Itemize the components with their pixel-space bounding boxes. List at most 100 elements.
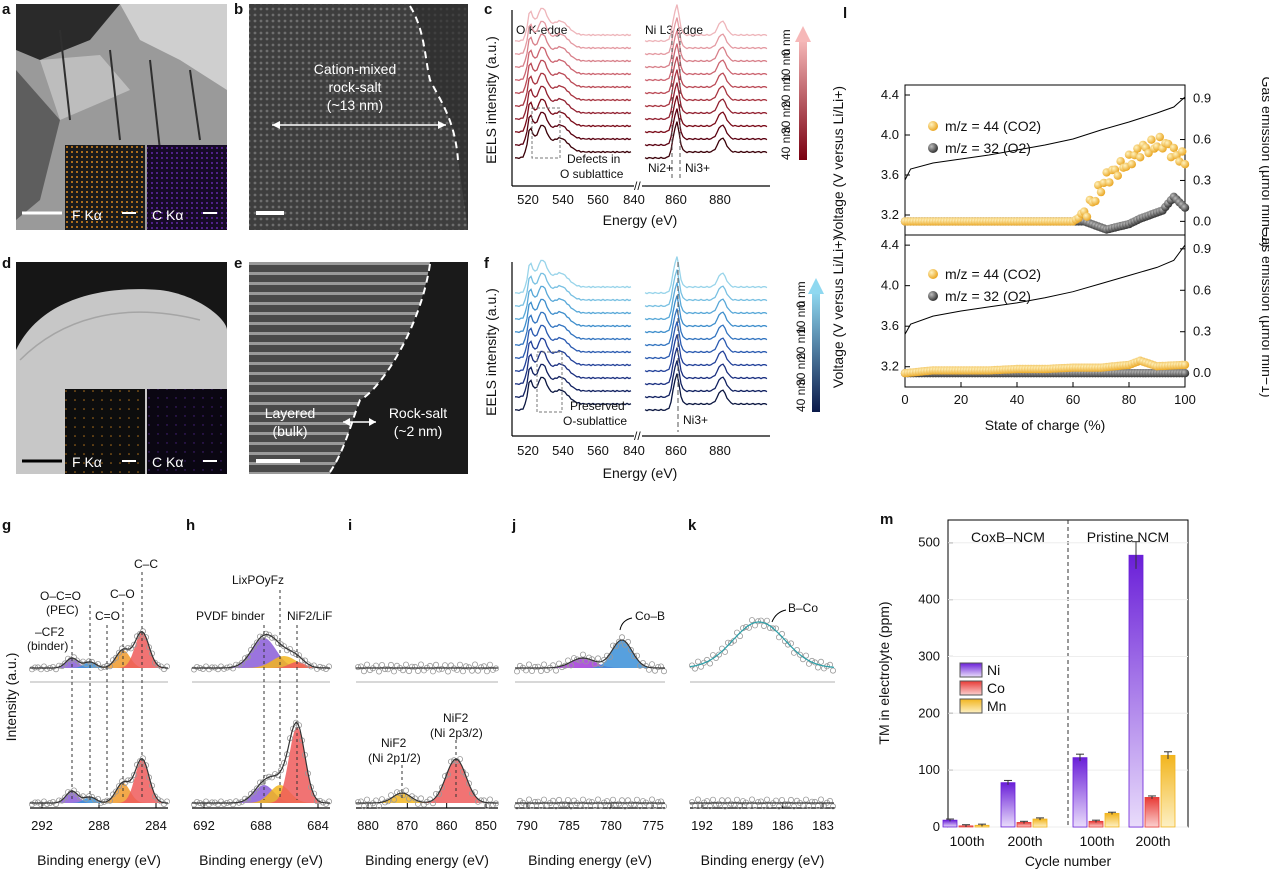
spectrum-line	[644, 17, 768, 56]
panel-label-g: g	[2, 517, 11, 534]
spectrum-line	[644, 373, 768, 412]
data-point	[815, 664, 822, 671]
data-point	[776, 803, 783, 810]
data-point	[253, 785, 260, 792]
data-point	[625, 797, 632, 804]
depth-label: 10 nm	[794, 301, 808, 334]
data-point	[408, 663, 415, 670]
annotation-line: Ni2+	[648, 161, 673, 175]
tick-label: 692	[193, 818, 215, 833]
data-point	[71, 654, 78, 661]
data-point	[357, 798, 364, 805]
depth-arrow	[799, 40, 807, 160]
data-point	[316, 797, 323, 804]
data-point	[62, 660, 69, 667]
peak-label: (Ni 2p3/2)	[430, 726, 483, 740]
data-point	[62, 794, 69, 801]
data-point	[637, 803, 644, 810]
data-point	[116, 783, 123, 790]
data-point	[758, 617, 765, 624]
data-point	[574, 656, 581, 663]
bar-mn	[1160, 754, 1176, 828]
data-point	[477, 664, 484, 671]
data-point	[619, 797, 626, 804]
data-point	[205, 801, 212, 808]
data-point	[44, 801, 51, 808]
spectrum-line	[514, 350, 632, 386]
data-point	[541, 661, 548, 668]
data-point	[704, 798, 711, 805]
tick-label: 540	[552, 443, 574, 458]
data-point	[764, 617, 771, 624]
data-point	[710, 796, 717, 803]
data-point	[568, 662, 575, 669]
data-point	[541, 796, 548, 803]
spectrum-line	[514, 272, 632, 308]
tick-label: 870	[396, 818, 418, 833]
data-point	[220, 665, 227, 672]
tick-label: 0.0	[1193, 365, 1211, 380]
panel-label-l: l	[843, 5, 847, 22]
data-point	[595, 655, 602, 662]
data-point	[483, 668, 490, 675]
y-axis-title: Intensity (a.u.)	[3, 653, 19, 742]
fit-component	[515, 658, 665, 668]
tick-label: 0.9	[1193, 91, 1211, 106]
spectrum-line	[514, 59, 632, 95]
data-point	[728, 800, 735, 807]
x-axis-title: Binding energy (eV)	[528, 852, 652, 868]
data-point	[809, 798, 816, 805]
data-point	[390, 668, 397, 675]
y-axis-title: Voltage (V versus Li/Li+)	[830, 86, 846, 238]
panel-m: m CoxB–NCM Pristine NCM 0 100 200 300 400 500…	[876, 511, 1189, 869]
spectrum-line	[514, 311, 632, 347]
tick-label: 560	[587, 192, 609, 207]
annotation-line: (~2 nm)	[394, 423, 443, 439]
data-point	[453, 666, 460, 673]
tick-label: 3.2	[881, 207, 899, 222]
data-point	[256, 779, 263, 786]
data-point	[695, 796, 702, 803]
legend-label: m/z = 44 (CO2)	[945, 266, 1041, 282]
peak-label: (Ni 2p1/2)	[368, 751, 421, 765]
legend-label: m/z = 32 (O2)	[945, 288, 1031, 304]
data-point	[628, 800, 635, 807]
legend-bottom: m/z = 44 (CO2) m/z = 32 (O2)	[928, 266, 1041, 304]
tick-label: 80	[1122, 392, 1136, 407]
tick-label: 100	[1174, 392, 1196, 407]
data-point	[402, 661, 409, 668]
data-point	[411, 663, 418, 670]
co2-point	[1091, 196, 1100, 206]
bar-co	[1144, 797, 1160, 828]
annotation-line: rock-salt	[329, 79, 382, 95]
data-point	[652, 667, 659, 674]
data-point	[59, 797, 66, 804]
tick-label: 850	[475, 818, 497, 833]
data-point	[713, 801, 720, 808]
data-point	[486, 796, 493, 803]
data-point	[354, 799, 361, 806]
data-point	[256, 633, 263, 640]
l-data	[900, 96, 1190, 378]
data-point	[743, 624, 750, 631]
tick-label: 780	[600, 818, 622, 833]
fit-component	[515, 640, 665, 668]
y2-axis-title: Gas emission (µmol min−1)	[1259, 76, 1269, 247]
spectrum-line	[644, 308, 768, 347]
tick-label: 400	[918, 592, 940, 607]
annotation-line: Preserved	[570, 399, 625, 413]
data-point	[758, 798, 765, 805]
tick-label: 0	[933, 819, 940, 834]
spectrum-line	[644, 347, 768, 386]
envelope-line	[192, 633, 330, 669]
data-point	[785, 641, 792, 648]
data-point	[363, 661, 370, 668]
co2-point	[1169, 143, 1179, 153]
data-point	[628, 647, 635, 654]
tick-label: 0.3	[1193, 324, 1211, 339]
tick-label: 688	[250, 818, 272, 833]
co2-point	[1136, 153, 1145, 162]
peak-label: C–C	[134, 557, 158, 571]
annotation-line: (~13 nm)	[327, 97, 383, 113]
